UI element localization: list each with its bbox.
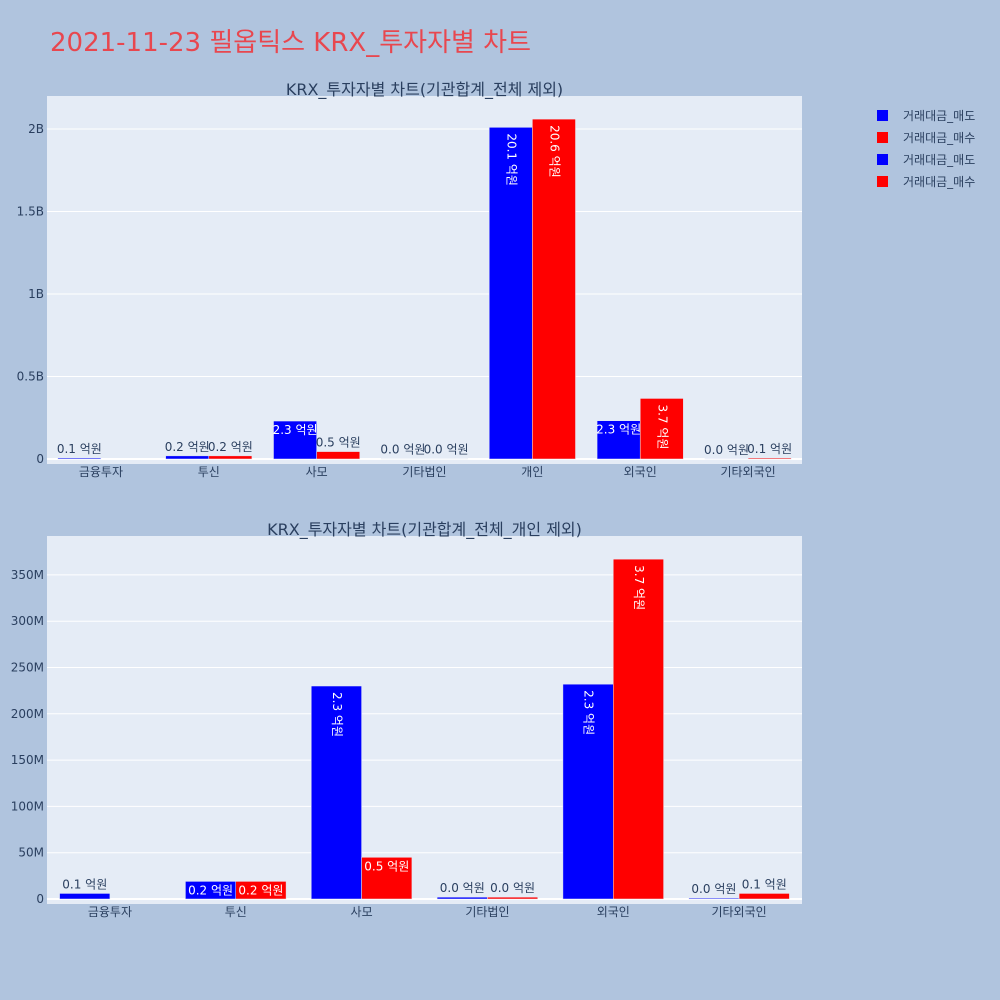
- legend-swatch: [877, 110, 888, 121]
- data-label: 0.0 억원: [691, 882, 736, 896]
- x-tick-label: 외국인: [597, 905, 630, 919]
- bar: [311, 685, 362, 900]
- chart-panel-1: 0 0.5B 1B 1.5B 2B KRX_투자자별 차트(기관합계_전체 제외) 금융투자…: [17, 80, 802, 479]
- plot-area: [47, 96, 802, 464]
- bar: [487, 896, 538, 900]
- y-tick-label: 100M: [11, 799, 44, 813]
- x-tick-label: 개인: [521, 465, 543, 479]
- bar: [613, 558, 664, 900]
- y-tick-label: 2B: [28, 122, 44, 136]
- x-tick-label: 투신: [225, 905, 247, 919]
- x-tick-label: 기타외국인: [711, 905, 766, 919]
- y-tick-label: 0: [36, 452, 44, 466]
- y-tick-label: 200M: [11, 707, 44, 721]
- data-label: 20.1 억원: [504, 133, 518, 186]
- data-label: 0.2 억원: [238, 883, 283, 897]
- plot-area: [47, 536, 802, 904]
- bar: [59, 893, 111, 900]
- legend-label: 거래대금_매수: [903, 175, 975, 189]
- y-tick-label: 250M: [11, 660, 44, 674]
- legend-swatch: [877, 132, 888, 143]
- data-label: 0.1 억원: [742, 877, 787, 891]
- bar: [208, 455, 253, 460]
- data-label: 0.5 억원: [364, 859, 409, 873]
- data-label: 0.0 억원: [440, 881, 485, 895]
- y-tick-label: 150M: [11, 753, 44, 767]
- y-tick-label: 350M: [11, 568, 44, 582]
- bar: [562, 683, 614, 900]
- legend-swatch: [877, 176, 888, 187]
- bar: [436, 896, 488, 900]
- data-label: 0.0 억원: [380, 443, 425, 457]
- legend-swatch: [877, 154, 888, 165]
- data-label: 3.7 억원: [655, 404, 669, 449]
- data-label: 0.5 억원: [316, 436, 361, 450]
- y-tick-label: 1.5B: [17, 205, 44, 219]
- bar: [316, 451, 361, 460]
- data-label: 0.0 억원: [424, 443, 469, 457]
- x-tick-label: 외국인: [624, 465, 657, 479]
- data-label: 0.1 억원: [747, 442, 792, 456]
- bar: [639, 398, 684, 460]
- bar: [57, 457, 102, 460]
- x-tick-label: 사모: [351, 905, 373, 919]
- data-label: 2.3 억원: [330, 692, 344, 737]
- bar: [235, 881, 287, 900]
- data-label: 0.1 억원: [62, 877, 107, 891]
- legend-label: 거래대금_매도: [903, 153, 975, 167]
- bar: [738, 893, 790, 900]
- legend-label: 거래대금_매수: [903, 131, 975, 145]
- chart-title: KRX_투자자별 차트(기관합계_전체 제외): [286, 80, 563, 100]
- bar: [532, 118, 576, 460]
- bar: [361, 857, 413, 900]
- data-label: 0.2 억원: [165, 440, 210, 454]
- x-tick-label: 기타법인: [402, 465, 446, 479]
- x-tick-label: 기타법인: [465, 905, 509, 919]
- data-label: 20.6 억원: [547, 125, 561, 178]
- x-tick-label: 기타외국인: [720, 465, 775, 479]
- data-label: 0.2 억원: [188, 883, 233, 897]
- data-label: 3.7 억원: [632, 565, 646, 610]
- data-label: 0.0 억원: [490, 881, 535, 895]
- bar: [747, 457, 792, 460]
- x-tick-label: 사모: [306, 465, 328, 479]
- data-label: 2.3 억원: [273, 423, 318, 437]
- y-tick-label: 50M: [18, 846, 44, 860]
- data-label: 0.0 억원: [704, 443, 749, 457]
- data-label: 0.2 억원: [208, 440, 253, 454]
- y-tick-label: 0.5B: [17, 370, 44, 384]
- data-label: 2.3 억원: [596, 423, 641, 437]
- x-tick-label: 투신: [198, 465, 220, 479]
- x-tick-label: 금융투자: [88, 905, 132, 919]
- data-label: 2.3 억원: [582, 690, 596, 735]
- chart-panel-2: 0 50M 100M 150M 200M 250M 300M 350M KRX_투자자별 차트(…: [11, 520, 802, 919]
- bar: [488, 127, 533, 460]
- data-label: 0.1 억원: [57, 442, 102, 456]
- chart-title: KRX_투자자별 차트(기관합계_전체_개인 제외): [267, 520, 582, 540]
- y-tick-label: 0: [36, 892, 44, 906]
- bar: [165, 455, 210, 460]
- page-title: 2021-11-23 필옵틱스 KRX_투자자별 차트: [50, 28, 532, 58]
- y-tick-label: 300M: [11, 614, 44, 628]
- x-tick-label: 금융투자: [79, 465, 123, 479]
- bar: [688, 897, 740, 900]
- y-tick-label: 1B: [28, 287, 44, 301]
- bar: [273, 420, 317, 460]
- legend-label: 거래대금_매도: [903, 109, 975, 123]
